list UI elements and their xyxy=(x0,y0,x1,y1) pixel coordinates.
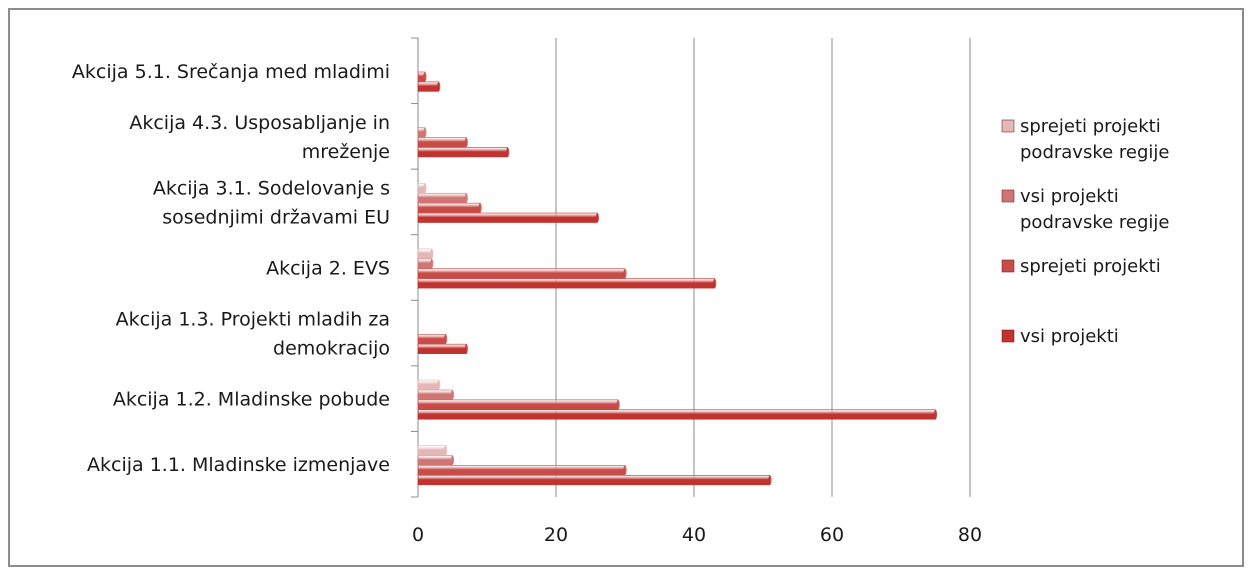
category-label: Akcija 1.3. Projekti mladih za xyxy=(116,309,390,331)
category-label: Akcija 1.2. Mladinske pobude xyxy=(113,389,390,411)
bar-end-cap xyxy=(713,278,717,289)
bar-end-cap xyxy=(444,334,448,344)
bar-end-cap xyxy=(437,81,441,92)
bar xyxy=(417,212,598,223)
bar xyxy=(417,389,453,400)
bar-end-cap xyxy=(450,389,455,400)
bar-end-cap xyxy=(464,344,468,354)
bar-end-cap xyxy=(768,475,772,485)
legend-swatch xyxy=(1001,119,1015,133)
bar-end-cap xyxy=(623,465,627,475)
bar xyxy=(417,81,440,92)
legend-label: sprejeti projekti xyxy=(1020,256,1161,277)
category-label: Akcija 5.1. Srečanja med mladimi xyxy=(72,61,390,83)
bar-end-cap xyxy=(464,193,468,203)
legend-label: sprejeti projekti xyxy=(1020,116,1161,137)
legend-swatch xyxy=(1001,329,1015,343)
bar-end-cap xyxy=(478,203,482,213)
category-label: Akcija 4.3. Usposabljanje in xyxy=(129,112,390,134)
bar xyxy=(417,343,467,354)
bar xyxy=(417,202,481,213)
bar xyxy=(417,455,453,466)
category-label: Akcija 1.1. Mladinske izmenjave xyxy=(87,454,390,476)
x-tick-label: 60 xyxy=(820,524,844,546)
bar xyxy=(417,192,467,204)
bar xyxy=(417,147,508,158)
legend-swatch xyxy=(1001,259,1015,273)
bar xyxy=(417,475,771,486)
bar-end-cap xyxy=(595,213,600,223)
bar xyxy=(417,258,433,269)
bar-end-cap xyxy=(423,183,427,193)
bar xyxy=(417,278,716,289)
x-tick-label: 20 xyxy=(544,524,568,546)
bar-end-cap xyxy=(616,399,620,410)
bar-end-cap xyxy=(423,71,427,82)
bar xyxy=(417,465,626,476)
bar-end-cap xyxy=(437,380,441,390)
legend-label: podravske regije xyxy=(1020,212,1169,233)
legend-swatch xyxy=(1001,189,1015,203)
category-label: demokracijo xyxy=(273,338,390,360)
bar xyxy=(417,248,433,259)
bar-end-cap xyxy=(430,258,434,269)
legend-label: vsi projekti xyxy=(1020,186,1119,207)
x-tick-label: 40 xyxy=(682,524,706,546)
bar-end-cap xyxy=(464,137,468,148)
bar-end-cap xyxy=(623,268,627,279)
bar xyxy=(417,409,936,420)
bar xyxy=(417,333,446,345)
bar xyxy=(417,399,619,410)
bar xyxy=(417,137,467,148)
chart-frame: Akcija 1.1. Mladinske izmenjave Akcija 1.… xyxy=(8,8,1244,567)
bar xyxy=(417,445,446,456)
category-label: sosednjimi državami EU xyxy=(162,206,390,228)
bar-end-cap xyxy=(506,147,510,157)
bar-chart: Akcija 1.1. Mladinske izmenjave Akcija 1.… xyxy=(72,37,1169,546)
category-label: mreženje xyxy=(302,141,390,163)
bar-end-cap xyxy=(450,455,455,466)
legend-label: podravske regije xyxy=(1020,142,1169,163)
bar-end-cap xyxy=(423,127,427,138)
category-label: Akcija 2. EVS xyxy=(266,258,390,280)
bar-end-cap xyxy=(444,445,448,456)
bar-end-cap xyxy=(933,409,938,420)
x-tick-label: 0 xyxy=(412,524,424,546)
bar-end-cap xyxy=(430,248,434,259)
x-tick-label: 80 xyxy=(958,524,982,546)
legend-label: vsi projekti xyxy=(1020,326,1119,347)
bar xyxy=(417,268,626,279)
bar xyxy=(417,379,440,390)
category-label: Akcija 3.1. Sodelovanje s xyxy=(153,177,390,199)
